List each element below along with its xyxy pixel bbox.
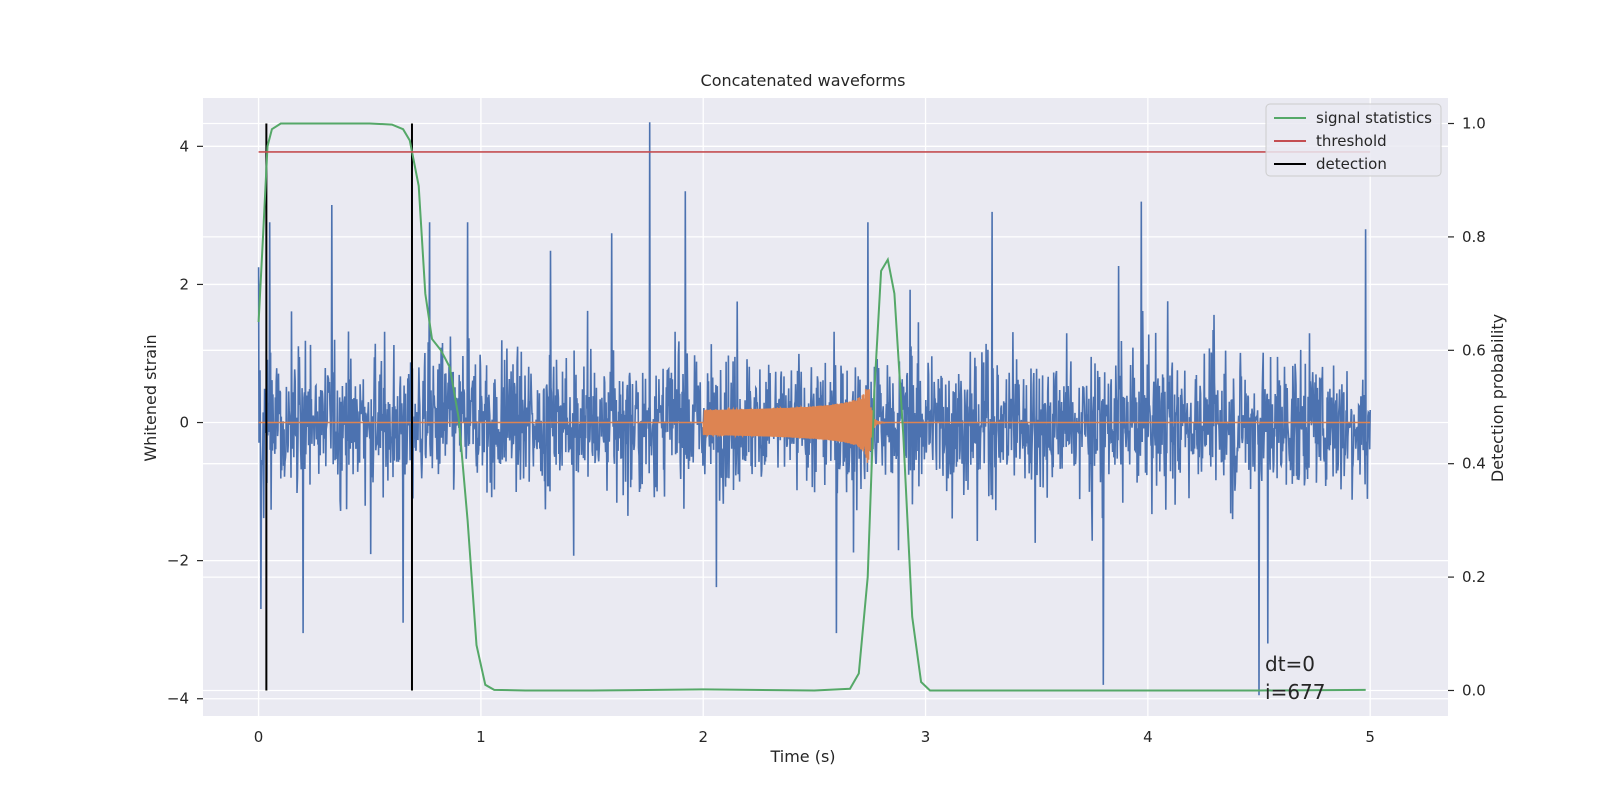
y2-tick-label: 0.4 (1462, 455, 1486, 473)
legend-label: signal statistics (1316, 109, 1432, 127)
y-tick-label: 4 (179, 137, 189, 155)
y-tick-label: 0 (179, 414, 189, 432)
x-axis-label: Time (s) (769, 747, 835, 766)
y-axis-ticks: −4 −2 0 2 4 (167, 137, 203, 708)
x-tick-label: 5 (1365, 728, 1375, 746)
y2-axis-ticks: 0.0 0.2 0.4 0.6 0.8 1.0 (1448, 115, 1486, 699)
signal-statistics-series (257, 122, 1366, 692)
annotation-line: i=677 (1265, 680, 1326, 704)
y-tick-label: −4 (167, 690, 189, 708)
legend-label: detection (1316, 155, 1387, 173)
strain-series-blue (257, 122, 1371, 696)
strain-series-orange (258, 389, 1371, 463)
x-tick-label: 4 (1143, 728, 1153, 746)
y2-tick-label: 0.6 (1462, 341, 1486, 359)
signal-statistics-line (257, 122, 1366, 692)
strain-chirp-line (258, 389, 1371, 463)
x-tick-label: 0 (254, 728, 264, 746)
y-axis-label: Whitened strain (141, 334, 160, 461)
chart-title: Concatenated waveforms (701, 71, 906, 90)
x-tick-label: 3 (921, 728, 931, 746)
y2-tick-label: 0.8 (1462, 228, 1486, 246)
annotation-line: dt=0 (1265, 652, 1315, 676)
y2-tick-label: 0.2 (1462, 568, 1486, 586)
y2-axis-label: Detection probability (1488, 314, 1507, 482)
y-tick-label: 2 (179, 275, 189, 293)
legend-label: threshold (1316, 132, 1387, 150)
x-tick-label: 2 (698, 728, 708, 746)
x-tick-label: 1 (476, 728, 486, 746)
x-axis-ticks: 0 1 2 3 4 5 (254, 728, 1375, 746)
legend: signal statistics threshold detection (1265, 103, 1442, 177)
y-tick-label: −2 (167, 552, 189, 570)
strain-noise-line (257, 122, 1371, 696)
detection-lines (265, 123, 413, 691)
y2-tick-label: 0.0 (1462, 681, 1486, 699)
annotation-text: dt=0 i=677 (1265, 652, 1326, 704)
legend-box (1265, 103, 1442, 177)
y2-tick-label: 1.0 (1462, 115, 1486, 133)
